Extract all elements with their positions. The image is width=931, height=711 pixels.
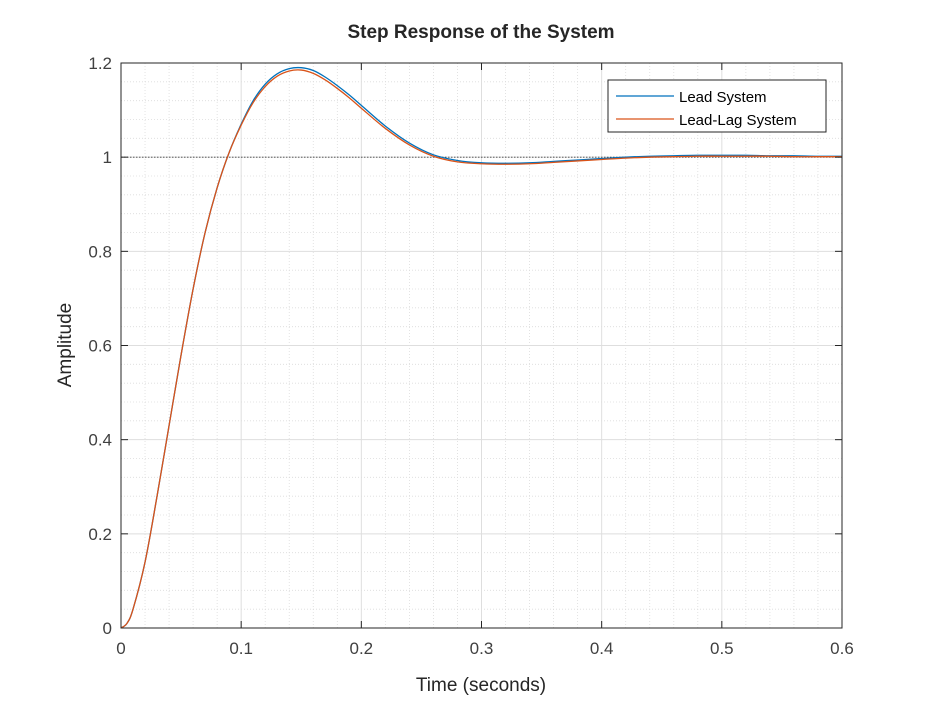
y-tick-label: 1 [103, 148, 112, 167]
legend-entry-lead: Lead System [679, 89, 767, 106]
x-tick-label: 0.2 [350, 639, 374, 658]
x-tick-label: 0.4 [590, 639, 614, 658]
series-line-lead-lag [120, 69, 842, 629]
y-axis-label: Amplitude [55, 303, 76, 388]
y-tick-label: 0.2 [88, 525, 112, 544]
chart-title: Step Response of the System [347, 22, 614, 43]
axis-ticks [120, 62, 843, 629]
series-lines [120, 66, 843, 629]
x-tick-label: 0 [116, 639, 125, 658]
x-tick-label: 0.5 [710, 639, 734, 658]
legend[interactable]: Lead System Lead-Lag System [607, 79, 827, 133]
x-tick-label: 0.6 [830, 639, 854, 658]
x-tick-label: 0.1 [229, 639, 253, 658]
y-tick-label: 1.2 [88, 54, 112, 73]
x-axis-label: Time (seconds) [416, 675, 546, 696]
y-tick-label: 0.4 [88, 431, 112, 450]
y-tick-label: 0.6 [88, 337, 112, 356]
x-tick-label: 0.3 [470, 639, 494, 658]
x-tick-labels: 0 0.1 0.2 0.3 0.4 0.5 0.6 [116, 639, 854, 658]
legend-box [607, 79, 827, 133]
y-tick-label: 0 [103, 619, 112, 638]
legend-entry-lead-lag: Lead-Lag System [679, 112, 797, 129]
y-tick-label: 0.8 [88, 242, 112, 261]
y-tick-labels: 0 0.2 0.4 0.6 0.8 1 1.2 [88, 54, 112, 638]
